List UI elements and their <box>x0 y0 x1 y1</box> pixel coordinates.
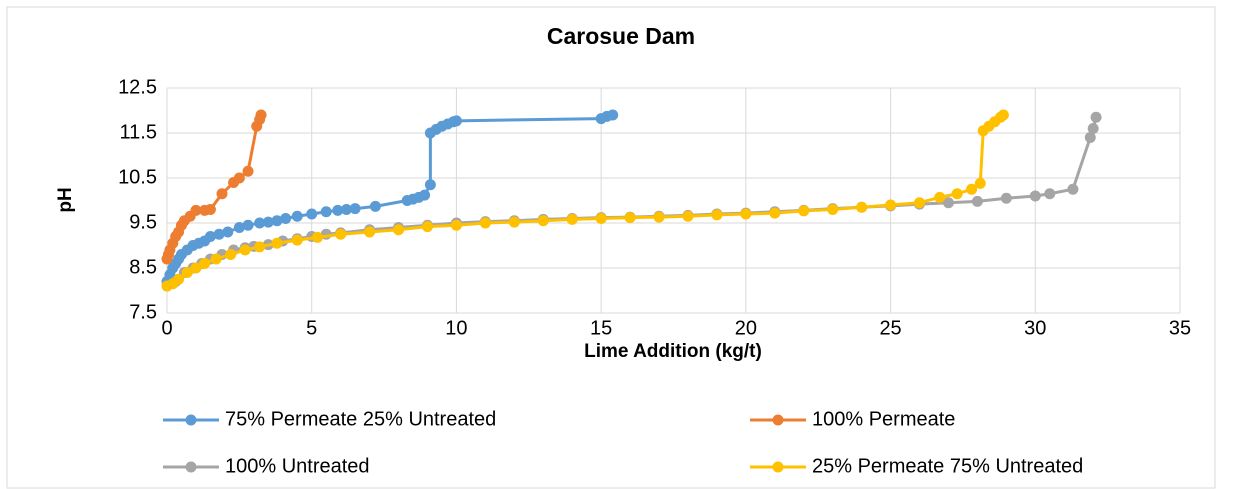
data-point <box>885 199 897 211</box>
data-point <box>769 207 781 219</box>
legend-marker <box>185 461 197 473</box>
legend-marker <box>772 461 784 473</box>
data-point <box>190 204 202 216</box>
data-point <box>607 109 619 121</box>
data-point <box>181 267 193 278</box>
data-point <box>934 191 946 203</box>
data-point <box>306 208 318 220</box>
y-tick-label: 10.5 <box>118 166 157 188</box>
data-point <box>335 228 347 240</box>
x-tick-label: 5 <box>306 317 317 339</box>
data-point <box>450 219 462 231</box>
data-point <box>1044 188 1056 200</box>
data-point <box>393 224 405 236</box>
data-point <box>210 253 222 265</box>
y-tick-label: 7.5 <box>129 301 157 323</box>
data-point <box>914 197 926 209</box>
data-point <box>199 258 211 269</box>
data-point <box>364 226 376 238</box>
legend-label: 100% Permeate <box>812 408 955 430</box>
data-point <box>624 212 636 224</box>
data-point <box>204 231 216 242</box>
x-tick-label: 35 <box>1169 317 1191 339</box>
data-point <box>424 179 436 191</box>
y-tick-label: 12.5 <box>118 76 157 98</box>
x-tick-label: 20 <box>735 317 757 339</box>
data-point <box>966 183 978 195</box>
data-point <box>271 215 283 227</box>
data-point <box>190 262 202 274</box>
data-point <box>369 200 381 212</box>
data-point <box>291 234 303 246</box>
data-point <box>254 217 266 229</box>
data-point <box>312 231 324 243</box>
chart-border <box>6 6 1216 489</box>
data-point <box>340 204 352 215</box>
data-point <box>254 241 266 253</box>
data-point <box>239 244 251 256</box>
data-point <box>233 222 245 233</box>
data-point <box>595 213 607 224</box>
data-point <box>1067 183 1079 195</box>
x-tick-label: 0 <box>161 317 172 339</box>
data-point <box>479 217 491 229</box>
legend-label: 100% Untreated <box>225 455 370 477</box>
data-point <box>262 216 274 228</box>
legend-label: 75% Permeate 25% Untreated <box>225 408 496 430</box>
data-point <box>711 209 723 221</box>
data-point <box>974 177 986 189</box>
data-point <box>225 249 237 260</box>
data-point <box>450 115 462 127</box>
data-point <box>1090 111 1102 123</box>
y-tick-label: 11.5 <box>120 121 157 143</box>
data-point <box>1084 132 1096 143</box>
data-point <box>173 273 185 285</box>
x-tick-label: 25 <box>879 317 901 339</box>
data-point <box>233 172 245 184</box>
x-tick-label: 15 <box>590 317 612 339</box>
data-point <box>740 208 752 220</box>
data-point <box>242 219 254 231</box>
data-point <box>971 195 983 207</box>
y-axis-label: pH <box>55 187 76 212</box>
data-point <box>280 213 292 224</box>
data-point <box>204 204 216 215</box>
x-axis-label: Lime Addition (kg/t) <box>584 341 762 362</box>
data-point <box>1087 123 1099 134</box>
data-point <box>291 210 303 222</box>
data-point <box>271 237 283 249</box>
data-point <box>856 201 868 213</box>
data-point <box>419 189 431 201</box>
legend-marker <box>772 414 784 426</box>
data-point <box>997 109 1009 121</box>
data-point <box>222 226 234 238</box>
data-point <box>1000 192 1012 204</box>
data-point <box>942 197 954 209</box>
data-point <box>320 206 332 218</box>
y-tick-label: 9.5 <box>129 211 157 233</box>
data-point <box>682 210 694 222</box>
data-point <box>216 188 228 200</box>
y-tick-label: 8.5 <box>129 256 157 278</box>
data-point <box>349 203 361 215</box>
legend-label: 25% Permeate 75% Untreated <box>812 455 1083 477</box>
data-point <box>798 205 810 217</box>
data-point <box>827 204 839 215</box>
data-point <box>537 215 549 227</box>
data-point <box>421 221 433 233</box>
data-point <box>508 216 520 228</box>
data-point <box>242 165 254 177</box>
x-tick-label: 10 <box>445 317 467 339</box>
x-tick-label: 30 <box>1024 317 1046 339</box>
data-point <box>213 228 225 240</box>
data-point <box>255 109 267 121</box>
data-point <box>566 213 578 225</box>
chart-title: Carosue Dam <box>547 23 695 49</box>
data-point <box>332 204 344 216</box>
data-point <box>653 211 665 223</box>
legend-marker <box>185 414 197 426</box>
data-point <box>951 188 963 200</box>
data-point <box>1029 190 1041 202</box>
